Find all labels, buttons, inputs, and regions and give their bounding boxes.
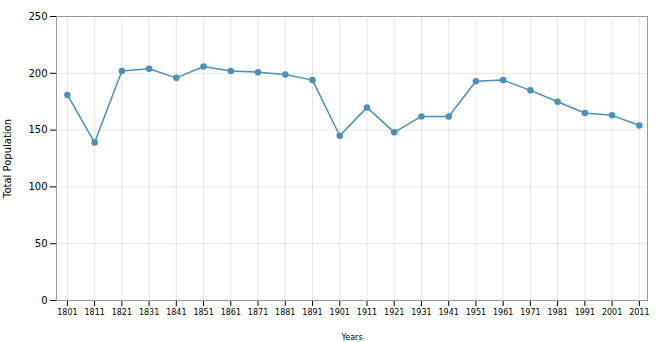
- svg-text:100: 100: [28, 181, 47, 192]
- svg-text:1841: 1841: [166, 308, 186, 317]
- svg-text:150: 150: [28, 124, 47, 135]
- svg-text:1861: 1861: [221, 308, 241, 317]
- svg-text:Years: Years: [340, 333, 362, 342]
- svg-text:1931: 1931: [411, 308, 431, 317]
- svg-text:1961: 1961: [493, 308, 513, 317]
- svg-text:1821: 1821: [112, 308, 132, 317]
- svg-text:1891: 1891: [302, 308, 322, 317]
- svg-text:1911: 1911: [357, 308, 377, 317]
- svg-text:Total Population: Total Population: [2, 119, 13, 199]
- svg-text:1831: 1831: [139, 308, 159, 317]
- svg-text:1871: 1871: [248, 308, 268, 317]
- svg-text:200: 200: [28, 68, 47, 79]
- svg-text:250: 250: [28, 11, 47, 22]
- svg-text:1811: 1811: [84, 308, 104, 317]
- svg-text:1801: 1801: [57, 308, 77, 317]
- svg-text:1901: 1901: [330, 308, 350, 317]
- svg-text:1881: 1881: [275, 308, 295, 317]
- svg-text:50: 50: [35, 238, 48, 249]
- svg-text:2001: 2001: [602, 308, 622, 317]
- svg-text:1991: 1991: [575, 308, 595, 317]
- svg-text:2011: 2011: [629, 308, 649, 317]
- svg-text:1851: 1851: [193, 308, 213, 317]
- svg-text:0: 0: [41, 295, 47, 306]
- svg-text:1971: 1971: [520, 308, 540, 317]
- svg-text:1921: 1921: [384, 308, 404, 317]
- svg-text:1941: 1941: [439, 308, 459, 317]
- svg-text:1981: 1981: [547, 308, 567, 317]
- svg-text:1951: 1951: [466, 308, 486, 317]
